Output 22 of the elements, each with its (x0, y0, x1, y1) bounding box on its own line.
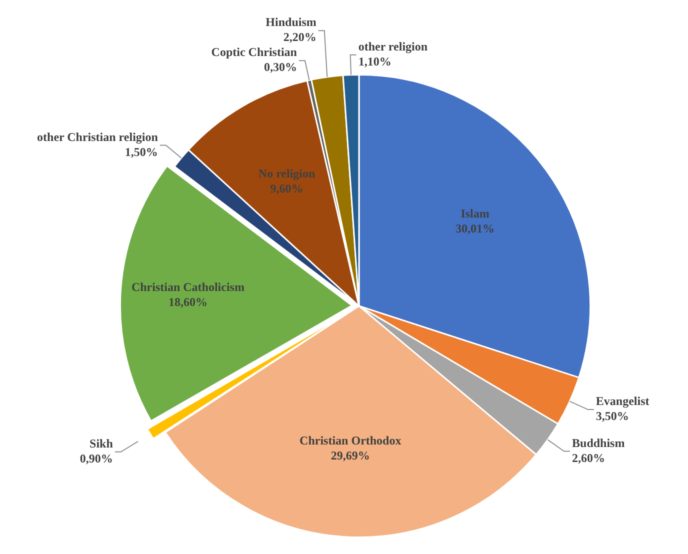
slice-label: No religion (258, 166, 316, 181)
data-label: 18,60% (168, 294, 208, 309)
slice-label: Christian Catholicism (131, 280, 244, 294)
slice-label: Buddhism (572, 436, 625, 450)
data-label: 9,60% (270, 182, 304, 196)
slice-label: Islam (460, 206, 490, 220)
slice-label: Evangelist (596, 394, 650, 408)
slice-label: other Christian religion (37, 130, 158, 144)
data-label: 1,10% (358, 54, 392, 68)
data-label: 0,90% (80, 452, 113, 466)
slice-label: Sikh (90, 436, 114, 450)
slice-label: other religion (358, 39, 428, 54)
data-label: 1,50% (124, 144, 158, 159)
slice-label: Coptic Christian (211, 45, 298, 60)
slice-label: Christian Orthodox (300, 434, 402, 448)
data-label: 2,20% (283, 30, 316, 44)
data-label: 0,30% (264, 60, 297, 74)
slice-label: Hinduism (266, 15, 316, 30)
data-label: 30,01% (456, 221, 495, 236)
data-label: 29,69% (330, 448, 370, 463)
data-label: 2,60% (572, 450, 606, 465)
data-label: 3,50% (596, 409, 629, 424)
